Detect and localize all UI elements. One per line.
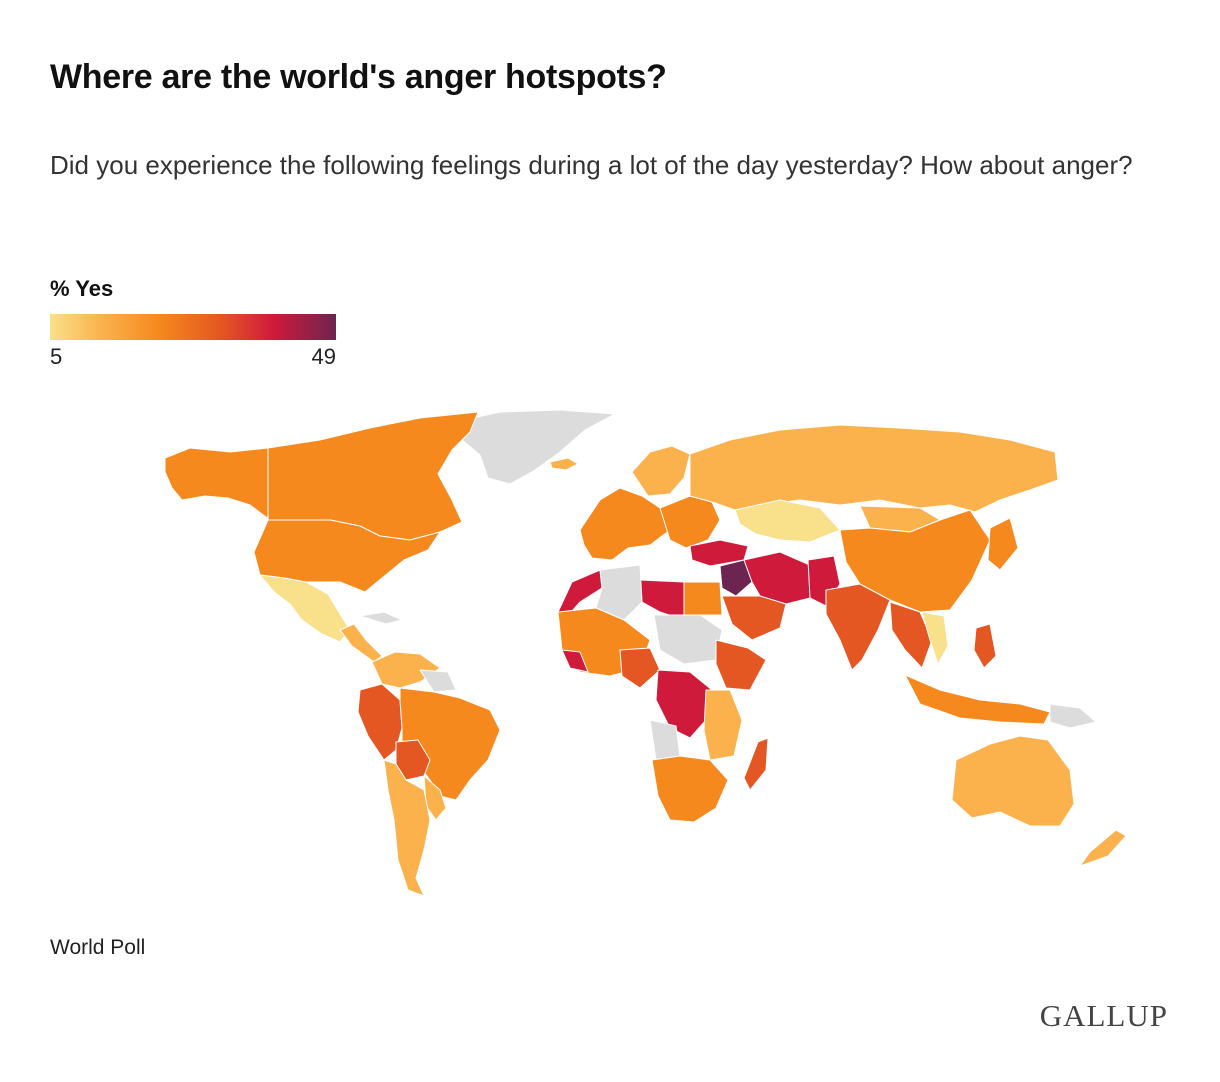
- region-eastern-europe[interactable]: [659, 495, 721, 549]
- legend-min-label: 5: [50, 344, 63, 369]
- region-angola[interactable]: [649, 719, 681, 761]
- region-nigeria[interactable]: [619, 647, 661, 689]
- legend-max-label: 49: [311, 344, 336, 369]
- region-peru[interactable]: [357, 683, 403, 761]
- region-sudan[interactable]: [653, 614, 723, 665]
- region-iran-iraq[interactable]: [743, 551, 813, 605]
- region-china[interactable]: [839, 509, 991, 613]
- chart-subtitle: Did you experience the following feeling…: [50, 150, 1133, 180]
- region-central-asia[interactable]: [734, 499, 841, 543]
- region-greenland[interactable]: [454, 409, 616, 485]
- region-western-europe[interactable]: [579, 487, 671, 561]
- region-west-africa-coast[interactable]: [561, 649, 589, 673]
- region-russia[interactable]: [689, 424, 1059, 513]
- color-legend: % Yes 5 49: [50, 276, 340, 370]
- region-madagascar[interactable]: [743, 737, 769, 791]
- region-arabia[interactable]: [721, 595, 787, 641]
- region-scandinavia[interactable]: [631, 445, 691, 497]
- region-philippines[interactable]: [973, 623, 997, 669]
- region-alaska[interactable]: [164, 447, 271, 521]
- region-indonesia[interactable]: [904, 674, 1051, 725]
- region-papua[interactable]: [1049, 703, 1097, 729]
- region-iceland[interactable]: [549, 457, 579, 471]
- legend-labels: 5 49: [50, 340, 340, 370]
- region-egypt[interactable]: [683, 581, 723, 616]
- region-southern-africa[interactable]: [651, 755, 729, 823]
- region-dr-congo[interactable]: [655, 669, 713, 739]
- region-libya[interactable]: [639, 579, 685, 621]
- region-vietnam[interactable]: [921, 611, 949, 665]
- chart-title: Where are the world's anger hotspots?: [50, 58, 667, 96]
- region-ethiopia[interactable]: [715, 639, 767, 691]
- region-new-zealand[interactable]: [1079, 829, 1127, 867]
- region-japan[interactable]: [987, 517, 1019, 571]
- gallup-logo: GALLUP: [1039, 998, 1168, 1033]
- region-mexico[interactable]: [259, 574, 351, 643]
- region-australia[interactable]: [951, 735, 1075, 827]
- region-east-africa[interactable]: [703, 689, 743, 761]
- region-levant[interactable]: [719, 559, 753, 597]
- region-india[interactable]: [825, 583, 891, 671]
- legend-title: % Yes: [50, 276, 114, 301]
- region-mainland-sea[interactable]: [889, 601, 933, 669]
- legend-gradient-bar: [50, 314, 336, 340]
- region-guianas[interactable]: [419, 669, 457, 693]
- region-argentina-chile[interactable]: [383, 759, 431, 897]
- source-label: World Poll: [50, 936, 146, 959]
- region-central-america[interactable]: [339, 623, 383, 663]
- region-cuba[interactable]: [359, 611, 403, 625]
